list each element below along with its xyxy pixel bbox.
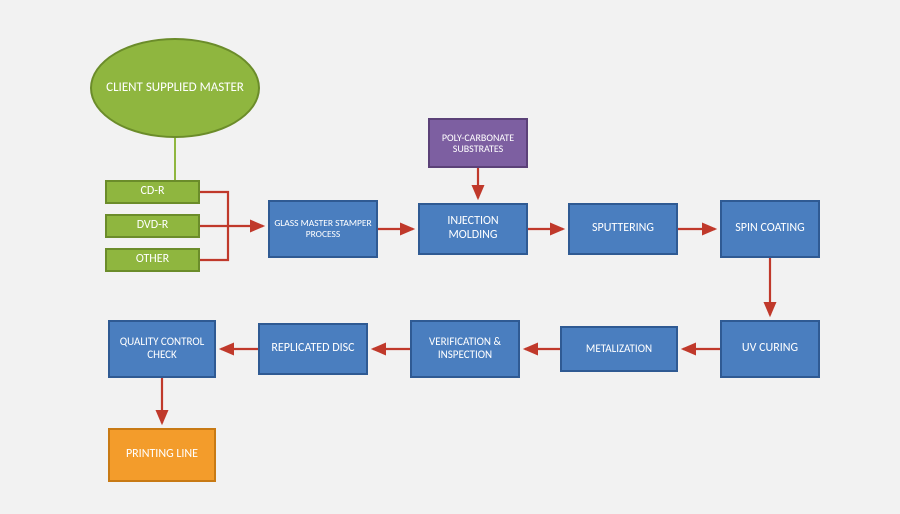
- node-label-client_master: CLIENT SUPPLIED MASTER: [106, 81, 244, 96]
- edge-1: [200, 226, 228, 260]
- node-label-sputtering: SPUTTERING: [592, 222, 654, 236]
- node-dvdr: DVD-R: [105, 214, 200, 238]
- node-spin: SPIN COATING: [720, 200, 820, 258]
- node-uv: UV CURING: [720, 320, 820, 378]
- node-label-glass_master: GLASS MASTER STAMPER PROCESS: [274, 218, 372, 240]
- node-printing: PRINTING LINE: [108, 428, 216, 482]
- node-label-verify: VERIFICATION & INSPECTION: [416, 336, 514, 361]
- node-label-metal: METALIZATION: [586, 343, 652, 356]
- node-metal: METALIZATION: [560, 326, 678, 372]
- node-label-uv: UV CURING: [742, 342, 798, 356]
- node-label-other: OTHER: [136, 253, 169, 267]
- node-label-injection: INJECTION MOLDING: [424, 215, 522, 243]
- node-label-dvdr: DVD-R: [137, 219, 169, 233]
- node-label-replicated: REPLICATED DISC: [271, 342, 354, 356]
- node-label-qc: QUALITY CONTROL CHECK: [114, 336, 210, 361]
- node-glass_master: GLASS MASTER STAMPER PROCESS: [268, 200, 378, 258]
- node-sputtering: SPUTTERING: [568, 203, 678, 255]
- node-injection: INJECTION MOLDING: [418, 203, 528, 255]
- node-label-spin: SPIN COATING: [735, 222, 805, 236]
- node-client_master: CLIENT SUPPLIED MASTER: [90, 38, 260, 138]
- edge-0: [200, 192, 228, 226]
- flowchart-canvas: CLIENT SUPPLIED MASTER CD-R DVD-R OTHER GLAS…: [0, 0, 900, 514]
- node-cdr: CD-R: [105, 180, 200, 204]
- node-verify: VERIFICATION & INSPECTION: [410, 320, 520, 378]
- node-label-printing: PRINTING LINE: [126, 448, 198, 462]
- node-polycarb: POLY-CARBONATE SUBSTRATES: [428, 118, 528, 168]
- node-label-polycarb: POLY-CARBONATE SUBSTRATES: [434, 132, 522, 155]
- node-replicated: REPLICATED DISC: [258, 323, 368, 375]
- node-label-cdr: CD-R: [141, 185, 165, 199]
- node-other: OTHER: [105, 248, 200, 272]
- node-qc: QUALITY CONTROL CHECK: [108, 320, 216, 378]
